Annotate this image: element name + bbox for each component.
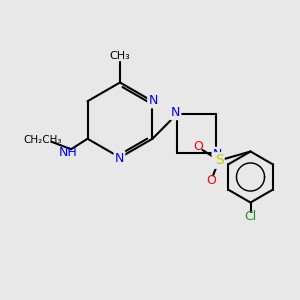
Text: N: N <box>213 148 222 161</box>
Text: N: N <box>171 106 180 119</box>
Text: NH: NH <box>58 146 77 159</box>
Text: CH₃: CH₃ <box>110 51 130 61</box>
Text: CH₂CH₃: CH₂CH₃ <box>23 135 62 145</box>
Text: S: S <box>214 154 224 167</box>
Text: O: O <box>207 174 216 188</box>
Text: Cl: Cl <box>244 209 256 223</box>
Text: O: O <box>193 140 203 154</box>
Text: N: N <box>148 94 158 107</box>
Text: N: N <box>115 152 124 165</box>
